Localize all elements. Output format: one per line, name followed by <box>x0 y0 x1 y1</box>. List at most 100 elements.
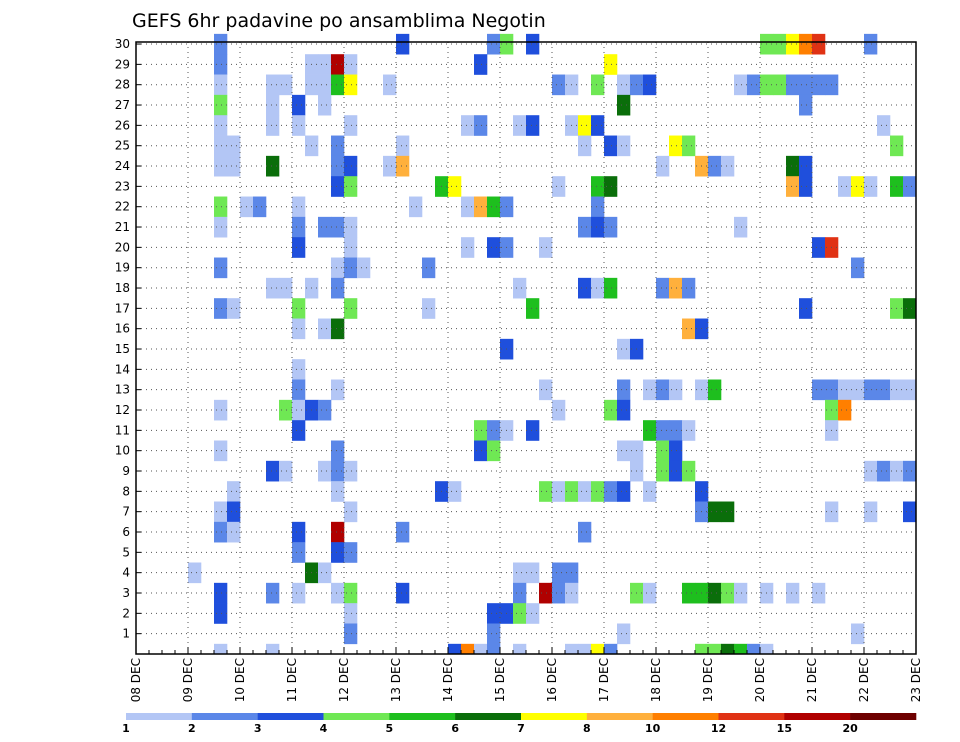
x-tick-label: 23 DEC <box>909 658 923 702</box>
x-tick-label: 16 DEC <box>545 658 559 702</box>
y-tick-label: 2 <box>122 606 130 620</box>
colorbar-label: 12 <box>711 722 726 735</box>
precip-cell <box>292 379 306 401</box>
precip-cell <box>656 277 670 299</box>
precip-cell <box>279 460 293 482</box>
colorbar-label: 15 <box>777 722 792 735</box>
precip-cell <box>266 277 280 299</box>
colorbar-swatch <box>257 713 324 720</box>
precip-cell <box>214 155 228 177</box>
precip-cell <box>591 115 605 136</box>
precip-cell <box>292 237 306 258</box>
precip-cell <box>513 643 527 655</box>
precip-cell <box>214 643 228 655</box>
precip-cell <box>188 562 202 584</box>
y-tick-label: 30 <box>115 37 130 51</box>
colorbar-label: 6 <box>451 722 459 735</box>
y-axis-ensemble-members: 1234567891011121314151617181920212223242… <box>115 37 141 641</box>
precip-cell <box>552 562 566 584</box>
x-tick-label: 21 DEC <box>805 658 819 702</box>
precip-cell <box>604 481 618 502</box>
precip-cell <box>461 196 475 218</box>
precip-cell <box>643 582 657 604</box>
precip-cell <box>344 115 358 136</box>
precip-cell <box>292 420 306 441</box>
precip-cell <box>396 582 410 604</box>
precip-cell <box>786 155 800 177</box>
y-tick-label: 16 <box>115 322 130 336</box>
y-tick-label: 20 <box>115 240 130 254</box>
precip-cell <box>617 379 631 401</box>
precip-cell <box>513 603 527 624</box>
precip-cell <box>656 440 670 462</box>
precip-cell <box>695 643 709 655</box>
precip-cell <box>903 501 917 523</box>
precip-cell <box>331 135 345 157</box>
precip-cell <box>864 501 878 523</box>
precip-cell <box>292 582 306 604</box>
precip-cell <box>227 298 241 319</box>
precip-cell <box>708 155 722 177</box>
precip-cell <box>214 440 228 462</box>
precip-cell <box>851 176 865 197</box>
precip-cell <box>578 277 592 299</box>
precip-cell <box>214 196 228 218</box>
precip-cell <box>903 298 917 319</box>
precip-cell <box>487 643 501 655</box>
precip-cell <box>318 54 332 75</box>
colorbar-swatch <box>191 713 258 720</box>
precip-cell <box>292 298 306 319</box>
precip-cell <box>526 298 540 319</box>
precip-cell <box>617 440 631 462</box>
y-tick-label: 28 <box>115 78 130 92</box>
precip-cell <box>539 582 553 604</box>
precip-cell <box>409 196 423 218</box>
y-tick-label: 18 <box>115 281 130 295</box>
precip-cell <box>487 196 501 218</box>
precip-cell <box>331 277 345 299</box>
precip-cell <box>708 501 722 523</box>
precip-cell <box>292 115 306 136</box>
precip-cell <box>344 542 358 563</box>
colorbar-swatch <box>126 713 193 720</box>
precip-cell <box>344 74 358 96</box>
precip-cell <box>513 277 527 299</box>
precip-cell <box>617 74 631 96</box>
precip-cell <box>591 176 605 197</box>
precip-cell <box>604 54 618 75</box>
precip-cell <box>552 582 566 604</box>
precip-cell <box>617 338 631 360</box>
precip-cell <box>734 216 748 238</box>
precip-cell <box>422 298 436 319</box>
precip-cell <box>773 74 787 96</box>
precip-cell <box>331 460 345 482</box>
precip-cell <box>838 176 852 197</box>
dotted-grid <box>136 42 916 654</box>
precip-cell <box>344 176 358 197</box>
precip-cell <box>331 440 345 462</box>
precip-cell <box>708 643 722 655</box>
precip-cell <box>877 115 891 136</box>
colorbar-swatch <box>652 713 719 720</box>
precip-cell <box>786 74 800 96</box>
precip-cell <box>318 399 332 421</box>
precip-cell <box>331 481 345 502</box>
precip-cell <box>292 542 306 563</box>
precip-cell <box>474 420 488 441</box>
precip-cell <box>864 379 878 401</box>
precip-cell <box>344 298 358 319</box>
precip-cell <box>214 33 228 55</box>
precip-cell <box>474 196 488 218</box>
precip-cell <box>214 399 228 421</box>
colorbar-label: 8 <box>583 722 591 735</box>
y-tick-label: 17 <box>115 301 130 315</box>
precip-cell <box>552 176 566 197</box>
precip-cell <box>786 33 800 55</box>
precip-cell <box>227 481 241 502</box>
y-tick-label: 6 <box>122 525 130 539</box>
colorbar-swatch <box>455 713 522 720</box>
y-tick-label: 25 <box>115 139 130 153</box>
precip-cell <box>266 74 280 96</box>
precip-cell <box>318 562 332 584</box>
precip-cell <box>214 115 228 136</box>
